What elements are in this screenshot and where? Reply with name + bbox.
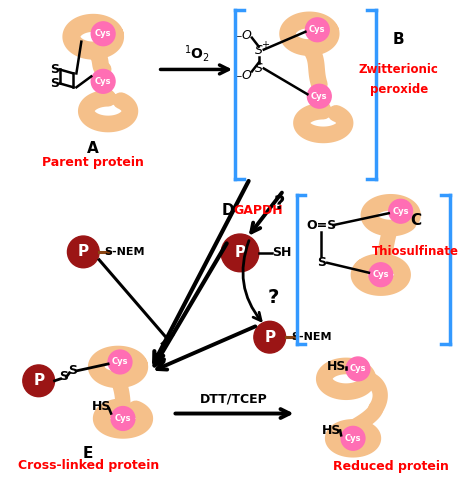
Text: $^-$: $^-$: [234, 74, 244, 84]
Text: Cys: Cys: [350, 364, 366, 373]
Text: Cys: Cys: [311, 92, 328, 101]
Circle shape: [221, 234, 259, 272]
Text: ?: ?: [268, 288, 279, 307]
Text: S: S: [68, 364, 77, 377]
Text: $S$: $S$: [254, 62, 264, 75]
Text: P: P: [235, 245, 246, 260]
Circle shape: [111, 407, 135, 431]
Text: $O$: $O$: [241, 69, 253, 82]
Circle shape: [369, 263, 392, 287]
Text: P: P: [264, 330, 275, 345]
Text: Cys: Cys: [345, 434, 361, 443]
Text: Parent protein: Parent protein: [42, 156, 144, 169]
Text: +: +: [261, 40, 269, 49]
Text: $S$: $S$: [254, 44, 264, 57]
Text: $^1$O$_2$: $^1$O$_2$: [184, 43, 210, 64]
Text: S: S: [50, 77, 59, 90]
Text: Cys: Cys: [309, 25, 326, 34]
Text: peroxide: peroxide: [370, 83, 428, 96]
Text: ?: ?: [274, 194, 285, 213]
Text: Cys: Cys: [373, 270, 389, 279]
Text: SH: SH: [272, 246, 292, 259]
Circle shape: [346, 357, 370, 381]
Text: S: S: [317, 256, 326, 269]
Circle shape: [389, 199, 412, 223]
Text: $O$: $O$: [241, 29, 253, 42]
Text: Cys: Cys: [95, 77, 111, 86]
Circle shape: [305, 18, 329, 42]
Circle shape: [91, 22, 115, 46]
Text: A: A: [87, 141, 99, 156]
Text: B: B: [393, 32, 404, 47]
Text: DTT/TCEP: DTT/TCEP: [200, 392, 268, 405]
Text: S: S: [59, 371, 68, 384]
Text: S-NEM: S-NEM: [105, 247, 145, 257]
Text: E: E: [83, 446, 93, 461]
Circle shape: [254, 321, 286, 353]
Circle shape: [23, 365, 55, 396]
Text: O=S: O=S: [306, 218, 337, 232]
Text: Cross-linked protein: Cross-linked protein: [18, 458, 159, 471]
Text: Cys: Cys: [115, 414, 131, 423]
Circle shape: [308, 84, 331, 108]
Circle shape: [341, 426, 365, 450]
Text: Reduced protein: Reduced protein: [333, 459, 449, 473]
Text: Zwitterionic: Zwitterionic: [359, 63, 438, 76]
Text: HS: HS: [321, 424, 341, 437]
Text: HS: HS: [327, 360, 346, 373]
Text: P: P: [33, 373, 44, 388]
Circle shape: [108, 350, 132, 374]
Text: HS: HS: [91, 400, 111, 413]
Text: P: P: [78, 244, 89, 259]
Text: Cys: Cys: [392, 207, 409, 216]
Text: $^-$: $^-$: [234, 35, 244, 45]
Text: C: C: [410, 213, 421, 228]
Text: GAPDH: GAPDH: [233, 204, 283, 217]
Text: D: D: [222, 203, 235, 218]
Text: S: S: [50, 63, 59, 76]
Circle shape: [67, 236, 99, 268]
Circle shape: [91, 70, 115, 93]
Text: S-NEM: S-NEM: [291, 332, 332, 342]
Text: Cys: Cys: [112, 358, 128, 366]
Text: Thiosulfinate: Thiosulfinate: [372, 245, 459, 258]
Text: Cys: Cys: [95, 29, 111, 38]
